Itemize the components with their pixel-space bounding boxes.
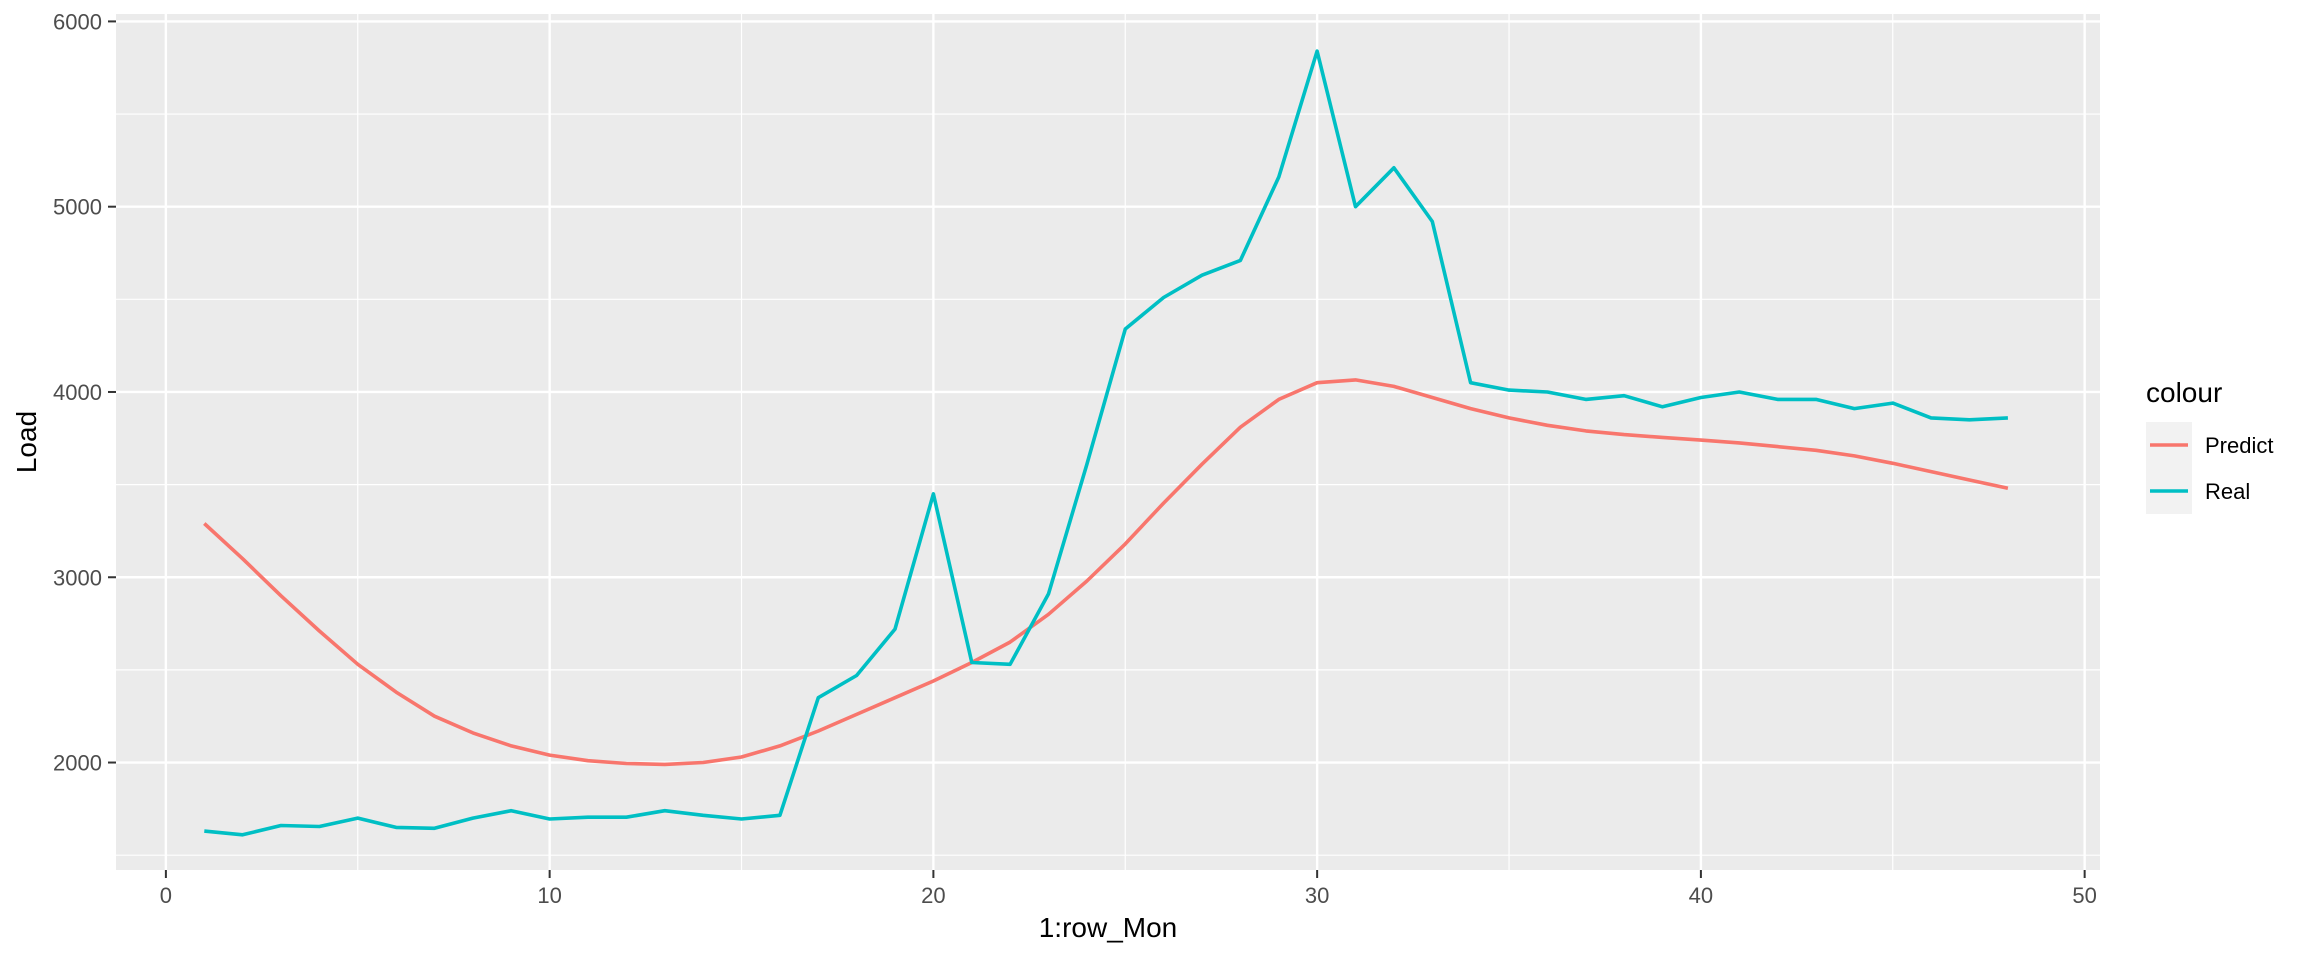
- x-tick-label: 50: [2072, 883, 2096, 908]
- y-axis-title: Load: [11, 411, 42, 473]
- series-layer: [203, 49, 2009, 837]
- legend-label-real: Real: [2205, 479, 2250, 504]
- y-tick-label: 2000: [53, 751, 102, 776]
- series-line-predict: [203, 378, 2009, 767]
- x-tick-label: 30: [1305, 883, 1329, 908]
- legend-title: colour: [2146, 377, 2222, 408]
- x-axis: 0 10 20 30 40 50: [160, 870, 2097, 908]
- y-tick-label: 5000: [53, 195, 102, 220]
- legend: colour Predict Real: [2146, 377, 2273, 514]
- grid-minor: [116, 14, 2100, 870]
- plot-panel: [116, 14, 2100, 870]
- y-axis: 2000 3000 4000 5000 6000: [53, 9, 116, 776]
- x-axis-title: 1:row_Mon: [1039, 912, 1178, 943]
- x-tick-label: 20: [921, 883, 945, 908]
- legend-label-predict: Predict: [2205, 433, 2273, 458]
- legend-items: Predict Real: [2146, 422, 2273, 514]
- x-tick-label: 40: [1689, 883, 1713, 908]
- x-tick-label: 0: [160, 883, 172, 908]
- series-line-real: [204, 49, 2008, 837]
- y-tick-label: 4000: [53, 380, 102, 405]
- x-tick-label: 10: [537, 883, 561, 908]
- y-tick-label: 6000: [53, 9, 102, 34]
- y-tick-label: 3000: [53, 565, 102, 590]
- grid-major: [116, 14, 2100, 870]
